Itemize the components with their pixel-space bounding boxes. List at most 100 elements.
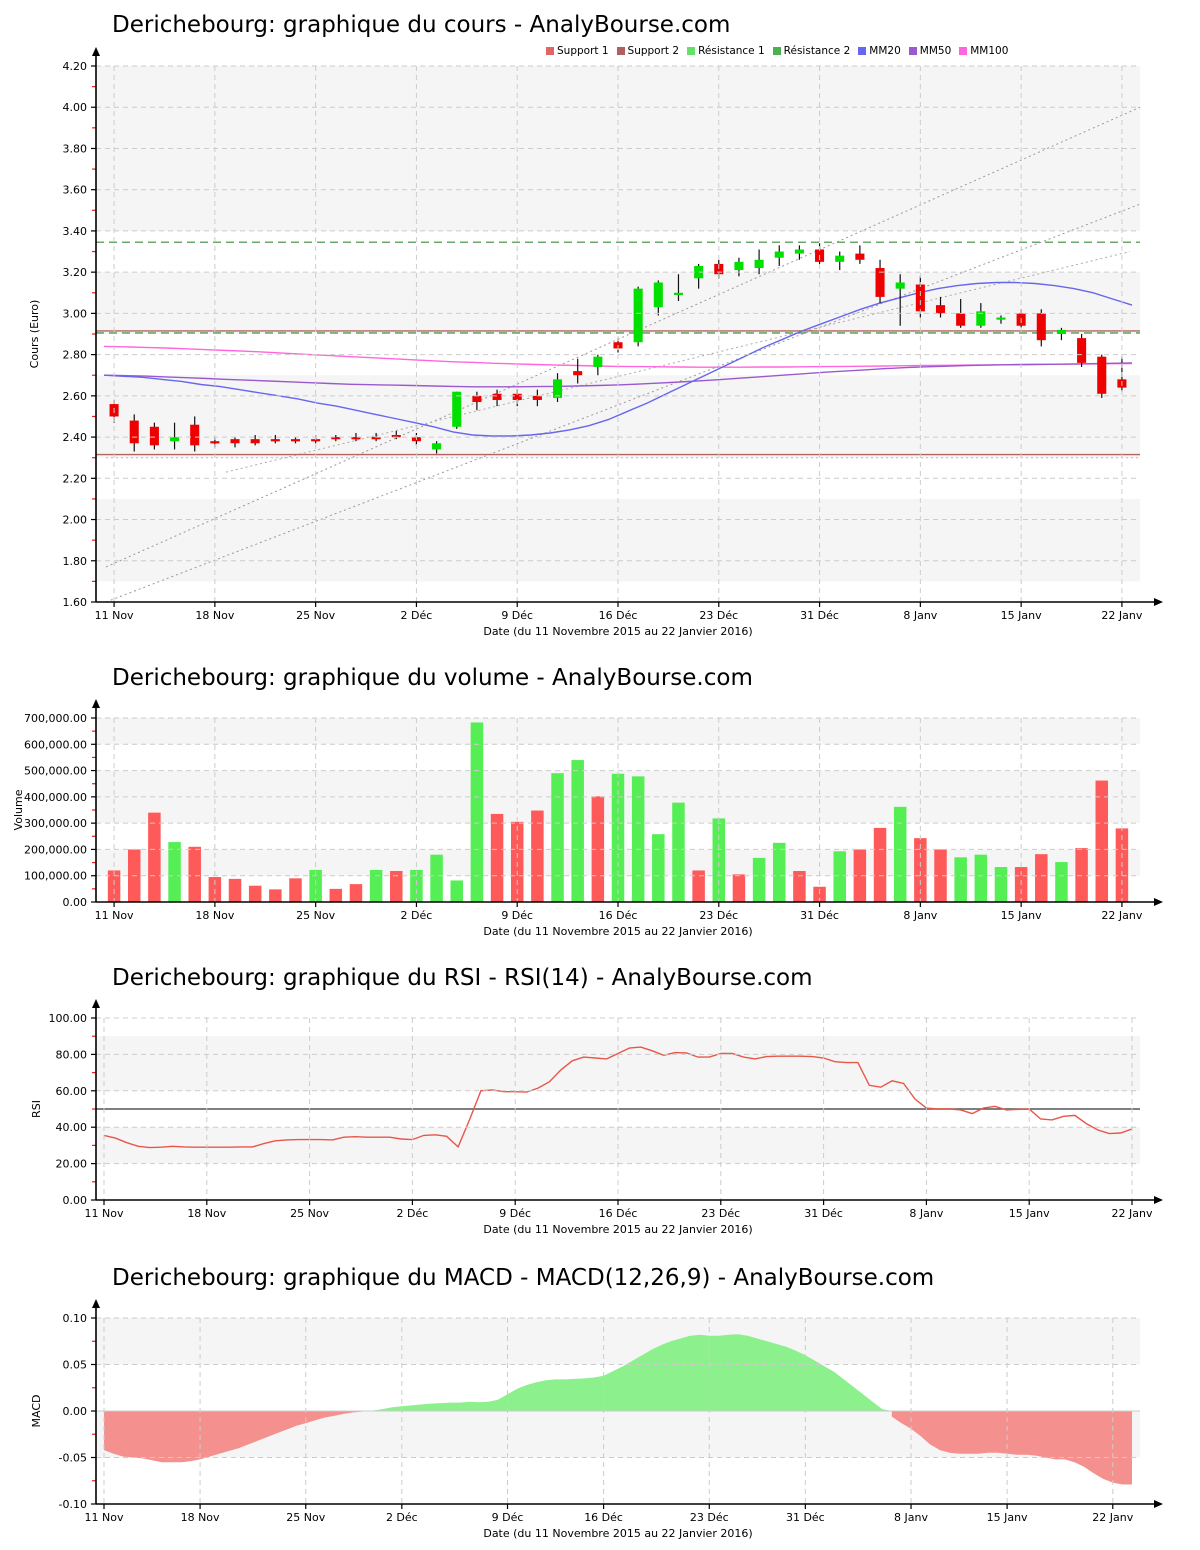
- y-tick-label: 3.00: [63, 307, 88, 320]
- y-tick-label: 1.60: [63, 596, 88, 609]
- legend-item-6: MM100: [959, 45, 1008, 57]
- y-tick-label: 500,000.00: [24, 765, 87, 778]
- legend-label: Résistance 1: [698, 45, 765, 57]
- x-tick-label: 9 Déc: [499, 1207, 531, 1220]
- volume-bar: [289, 878, 302, 902]
- candle-body: [996, 317, 1006, 320]
- candle-body: [250, 439, 260, 444]
- candle-body: [532, 395, 542, 400]
- plot-band: [96, 375, 1140, 458]
- x-tick-label: 25 Nov: [290, 1207, 329, 1220]
- x-axis-caption: Date (du 11 Novembre 2015 au 22 Janvier …: [483, 625, 752, 638]
- legend-item-4: MM20: [858, 45, 901, 57]
- volume-bar: [490, 813, 504, 902]
- volume-bar: [269, 889, 282, 902]
- y-tick-label: 60.00: [56, 1085, 88, 1098]
- rsi-chart-title: Derichebourg: graphique du RSI - RSI(14)…: [112, 965, 813, 991]
- y-tick-label: 80.00: [56, 1048, 88, 1061]
- x-tick-label: 23 Déc: [699, 909, 738, 922]
- y-axis-arrow-icon: [92, 1299, 100, 1308]
- candle-body: [593, 356, 603, 367]
- volume-bar: [631, 776, 645, 902]
- candle-body: [170, 437, 180, 442]
- x-tick-label: 9 Déc: [501, 909, 533, 922]
- y-tick-label: 4.00: [63, 101, 88, 114]
- candle-body: [976, 311, 986, 326]
- x-tick-label: 22 Janv: [1101, 609, 1142, 622]
- volume-bar: [430, 854, 443, 902]
- volume-bar: [994, 867, 1008, 902]
- legend-swatch-icon: [908, 47, 917, 55]
- candle-body: [1056, 329, 1066, 334]
- x-tick-label: 15 Janv: [987, 1511, 1028, 1524]
- volume-bar: [853, 849, 867, 902]
- y-axis-arrow-icon: [92, 999, 100, 1008]
- x-axis-caption: Date (du 11 Novembre 2015 au 22 Janvier …: [483, 925, 752, 938]
- candle-body: [774, 251, 784, 258]
- x-tick-label: 18 Nov: [195, 909, 234, 922]
- volume-bar: [470, 722, 484, 902]
- candle-body: [573, 371, 583, 376]
- x-tick-label: 11 Nov: [85, 1207, 124, 1220]
- rsi-plot-area: 0.00 20.00 40.00 60.00 80.00 100.00 11 Nov 18 N…: [30, 999, 1163, 1236]
- x-tick-label: 23 Déc: [690, 1511, 729, 1524]
- plot-band: [96, 498, 1140, 582]
- x-axis-arrow-icon: [1154, 898, 1163, 906]
- legend-label: MM100: [970, 45, 1009, 57]
- volume-bar: [893, 806, 907, 902]
- candle-body: [1077, 338, 1087, 363]
- legend-item-3: Résistance 2: [772, 45, 850, 57]
- y-tick-label: 3.80: [63, 142, 88, 155]
- y-tick-label: 600,000.00: [24, 738, 87, 751]
- x-tick-label: 22 Janv: [1092, 1511, 1133, 1524]
- x-tick-label: 8 Janv: [903, 909, 937, 922]
- x-tick-label: 25 Nov: [296, 609, 335, 622]
- x-tick-label: 16 Déc: [599, 909, 638, 922]
- x-tick-label: 15 Janv: [1001, 609, 1042, 622]
- x-tick-label: 25 Nov: [286, 1511, 325, 1524]
- x-tick-label: 31 Déc: [804, 1207, 843, 1220]
- volume-bar: [228, 878, 242, 902]
- legend-swatch-icon: [546, 47, 554, 55]
- y-tick-label: -0.05: [59, 1452, 87, 1465]
- x-axis-arrow-icon: [1154, 1500, 1163, 1508]
- volume-bar: [329, 888, 343, 902]
- price-plot-area: 1.60 1.80 2.00 2.20 2.40 2.60 2.80 3.00 3.20 3.40…: [28, 47, 1163, 638]
- volume-bar: [531, 810, 544, 902]
- candle-body: [915, 284, 925, 312]
- volume-bar: [672, 802, 685, 902]
- legend-label: Support 2: [627, 45, 680, 57]
- candle-body: [835, 255, 845, 262]
- y-tick-label: 300,000.00: [24, 817, 87, 830]
- candle-body: [270, 439, 280, 442]
- y-axis-caption: Cours (Euro): [28, 300, 41, 369]
- candle-body: [1097, 356, 1107, 394]
- volume-bar: [1035, 854, 1048, 902]
- candle-body: [956, 313, 966, 326]
- candle-body: [452, 391, 462, 427]
- y-tick-label: 0.05: [63, 1359, 88, 1372]
- y-tick-label: 3.60: [63, 184, 88, 197]
- candle-body: [895, 282, 905, 289]
- macd-chart-panel: Derichebourg: graphique du MACD - MACD(1…: [0, 1250, 1200, 1550]
- volume-bar: [974, 854, 988, 902]
- candle-body: [875, 268, 885, 297]
- volume-bar: [914, 838, 927, 902]
- y-axis-caption: RSI: [30, 1100, 43, 1118]
- candle-body: [492, 393, 502, 400]
- rsi-chart-panel: Derichebourg: graphique du RSI - RSI(14)…: [0, 950, 1200, 1250]
- y-tick-label: 0.00: [63, 1194, 88, 1207]
- legend-swatch-icon: [616, 47, 625, 55]
- candle-body: [1036, 313, 1046, 341]
- volume-bar: [934, 849, 947, 902]
- legend-item-5: MM50: [908, 45, 951, 57]
- legend-item-0: Support 1: [546, 45, 609, 57]
- x-tick-label: 16 Déc: [599, 609, 638, 622]
- x-tick-label: 18 Nov: [195, 609, 234, 622]
- price-chart-legend: Support 1 Support 2 Résistance 1 Résistance…: [546, 45, 1012, 57]
- x-tick-label: 11 Nov: [95, 609, 134, 622]
- candle-body: [633, 288, 643, 343]
- candle-body: [653, 282, 663, 308]
- y-tick-label: 400,000.00: [24, 791, 87, 804]
- x-tick-label: 11 Nov: [85, 1511, 124, 1524]
